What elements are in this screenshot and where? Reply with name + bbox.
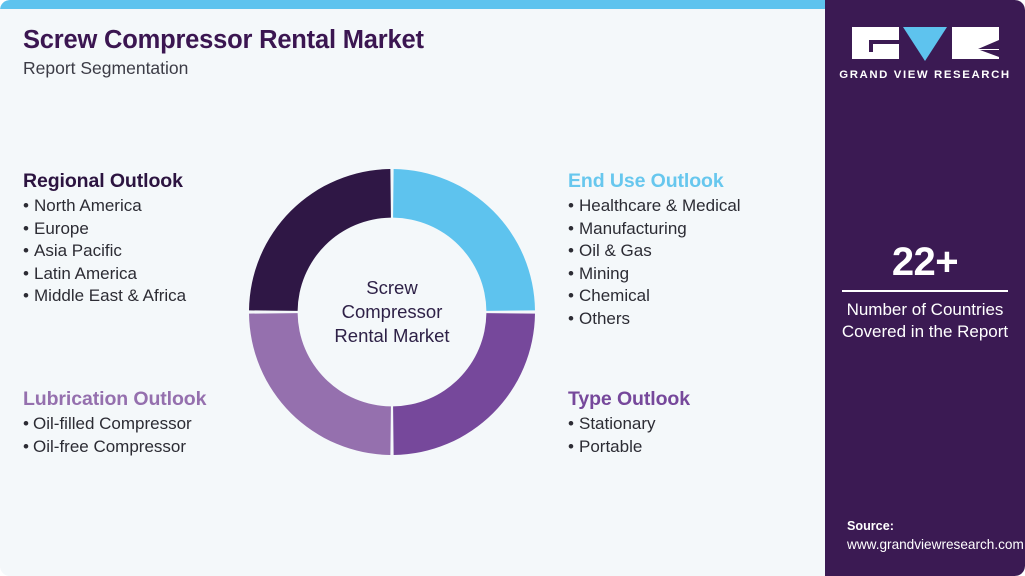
list-item: Manufacturing (568, 218, 741, 241)
list-item: Stationary (568, 413, 690, 436)
countries-stat: 22+ Number of Countries Covered in the R… (825, 240, 1025, 343)
brand-logo: GRAND VIEW RESEARCH (825, 27, 1025, 81)
end-use-outlook-heading: End Use Outlook (568, 170, 724, 192)
page-subtitle: Report Segmentation (23, 58, 189, 78)
stat-label-line-1: Number of Countries (846, 299, 1004, 319)
list-item: North America (23, 195, 186, 218)
stat-divider (842, 290, 1008, 292)
list-item: Mining (568, 263, 741, 286)
list-item: Latin America (23, 263, 186, 286)
stat-number: 22+ (891, 240, 959, 284)
list-item: Others (568, 308, 741, 331)
donut-svg (249, 169, 535, 455)
list-item: Asia Pacific (23, 240, 186, 263)
segmentation-donut-chart: Screw Compressor Rental Market (247, 167, 537, 457)
regional-outlook-block: Regional Outlook North America Europe As… (23, 170, 186, 308)
regional-outlook-list: North America Europe Asia Pacific Latin … (23, 195, 186, 308)
donut-slice (249, 313, 391, 455)
logo-wordmark: GRAND VIEW RESEARCH (839, 69, 1011, 81)
end-use-outlook-list: Healthcare & Medical Manufacturing Oil &… (568, 195, 741, 331)
list-item: Europe (23, 218, 186, 241)
lubrication-outlook-block: Lubrication Outlook Oil-filled Compresso… (23, 388, 206, 458)
list-item: Healthcare & Medical (568, 195, 741, 218)
regional-outlook-heading: Regional Outlook (23, 170, 183, 192)
end-use-outlook-block: End Use Outlook Healthcare & Medical Man… (568, 170, 741, 331)
type-outlook-heading: Type Outlook (568, 388, 690, 410)
source-block: Source: www.grandviewresearch.com (847, 517, 1024, 554)
top-accent-bar (0, 0, 825, 9)
gvr-v-mark-icon (902, 27, 948, 61)
source-title: Source: (847, 519, 894, 533)
list-item: Oil-free Compressor (23, 436, 206, 459)
gvr-r-mark-icon (951, 27, 999, 59)
brand-side-panel: GRAND VIEW RESEARCH 22+ Number of Countr… (825, 0, 1025, 576)
list-item: Oil & Gas (568, 240, 741, 263)
logo-marks (851, 27, 999, 61)
list-item: Oil-filled Compressor (23, 413, 206, 436)
list-item: Chemical (568, 285, 741, 308)
main-content-area: Screw Compressor Rental Market Report Se… (0, 0, 825, 576)
list-item: Portable (568, 436, 690, 459)
lubrication-outlook-list: Oil-filled Compressor Oil-free Compresso… (23, 413, 206, 458)
source-url[interactable]: www.grandviewresearch.com (847, 537, 1024, 552)
gvr-g-mark-icon (851, 27, 899, 59)
donut-slice (393, 313, 535, 455)
donut-slice (249, 169, 391, 311)
list-item: Middle East & Africa (23, 285, 186, 308)
stat-label: Number of Countries Covered in the Repor… (825, 299, 1025, 343)
type-outlook-list: Stationary Portable (568, 413, 690, 458)
page-title: Screw Compressor Rental Market (23, 26, 424, 54)
type-outlook-block: Type Outlook Stationary Portable (568, 388, 690, 458)
stat-label-line-2: Covered in the Report (841, 321, 1009, 341)
lubrication-outlook-heading: Lubrication Outlook (23, 388, 207, 410)
donut-slice (393, 169, 535, 311)
